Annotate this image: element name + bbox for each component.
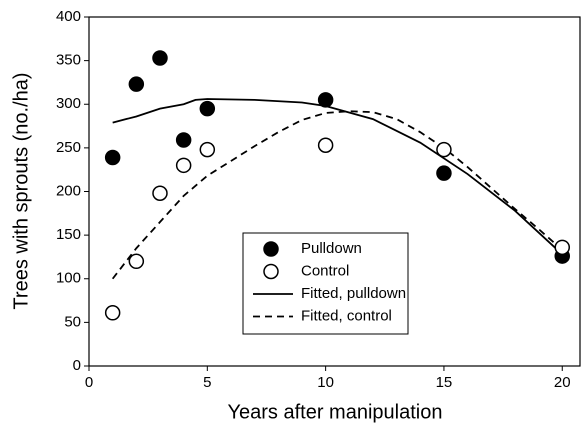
legend-label: Control <box>301 262 349 279</box>
legend-label: Fitted, control <box>301 307 392 324</box>
point <box>128 76 145 92</box>
fitted-line <box>112 98 563 255</box>
x-tick-label: 10 <box>317 374 334 391</box>
y-axis-label: Trees with sprouts (no./ha) <box>10 72 32 309</box>
fitted-line <box>111 110 563 280</box>
point <box>152 50 168 66</box>
y-tick-label: 300 <box>56 95 81 112</box>
x-tick-label: 20 <box>554 374 571 391</box>
point <box>128 253 145 270</box>
x-tick-label: 5 <box>203 374 211 391</box>
point <box>317 92 334 108</box>
x-tick-label: 15 <box>436 374 453 391</box>
y-tick-label: 100 <box>56 270 81 287</box>
point <box>175 132 192 148</box>
point <box>199 100 216 117</box>
y-tick-label: 400 <box>56 8 81 25</box>
y-tick-label: 200 <box>56 182 81 199</box>
point <box>104 305 121 321</box>
point <box>175 157 192 174</box>
x-tick-label: 0 <box>85 374 93 391</box>
point <box>554 239 571 256</box>
point <box>317 137 334 154</box>
y-tick-label: 0 <box>73 357 81 374</box>
point <box>152 185 168 201</box>
x-axis-label: Years after manipulation <box>228 401 443 423</box>
legend-label: Pulldown <box>301 240 362 257</box>
legend-label: Fitted, pulldown <box>301 285 406 302</box>
legend-marker <box>263 263 279 280</box>
y-tick-label: 150 <box>56 226 81 243</box>
y-tick-label: 350 <box>56 52 81 69</box>
legend-marker <box>263 241 279 257</box>
point <box>104 149 121 166</box>
point <box>436 165 452 181</box>
point <box>199 141 216 158</box>
y-tick-label: 250 <box>56 139 81 156</box>
point <box>436 141 452 158</box>
y-tick-label: 50 <box>64 313 81 330</box>
